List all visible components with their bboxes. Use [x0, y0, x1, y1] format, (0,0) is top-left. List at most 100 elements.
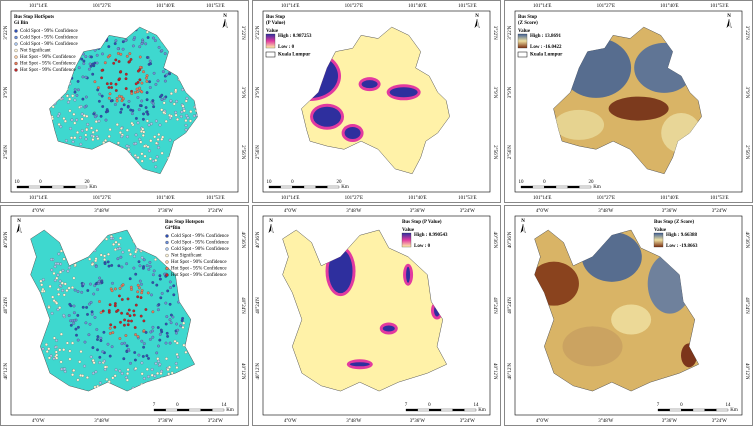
bus-stop-dot	[120, 342, 124, 346]
pvalue-area	[349, 362, 370, 367]
coord-label: 2°56'N	[256, 145, 261, 159]
bus-stop-dot	[134, 250, 138, 254]
bus-stop-dot	[117, 294, 121, 298]
bus-stop-dot	[67, 266, 71, 270]
coord-label: 3°48'W	[598, 209, 613, 214]
bus-stop-dot	[147, 123, 151, 127]
coord-label: 3°22'N	[240, 26, 245, 40]
coord-label: 40°12'N	[240, 363, 245, 380]
bus-stop-dot	[136, 156, 140, 159]
bus-stop-dot	[99, 336, 103, 340]
bus-stop-dot	[113, 42, 117, 45]
bus-stop-dot	[50, 258, 53, 261]
bus-stop-dot	[101, 105, 105, 108]
bus-stop-dot	[111, 331, 115, 334]
bus-stop-dot	[151, 329, 154, 333]
bus-stop-dot	[184, 123, 188, 127]
bus-stop-dot	[59, 125, 63, 129]
scale-label: 0	[543, 180, 546, 185]
bus-stop-dot	[154, 82, 158, 86]
north-arrow	[268, 224, 271, 233]
bus-stop-dot	[137, 353, 141, 357]
bus-stop-dot	[94, 257, 98, 261]
bus-stop-dot	[163, 96, 166, 100]
bus-stop-dot	[160, 49, 164, 52]
bus-stop-dot	[93, 80, 97, 84]
bus-stop-dot	[72, 276, 76, 280]
bus-stop-dot	[137, 286, 141, 290]
region	[301, 26, 450, 175]
bus-stop-dot	[93, 315, 97, 319]
bus-stop-dot	[166, 289, 170, 293]
bus-stop-dot	[124, 87, 128, 90]
scale-segment	[200, 408, 213, 412]
bus-stop-dot	[94, 265, 98, 268]
coord-label: 3°36'W	[410, 209, 425, 214]
bus-stop-dot	[124, 77, 128, 81]
bus-stop-dot	[149, 122, 153, 126]
bus-stop-dot	[138, 86, 141, 90]
scale-label: 7	[153, 403, 156, 408]
bus-stop-dot	[157, 133, 161, 136]
scale-label: Km	[226, 408, 234, 413]
bus-stop-dot	[56, 262, 60, 266]
bus-stop-dot	[158, 123, 162, 127]
bus-stop-dot	[120, 372, 124, 375]
bus-stop-dot	[107, 86, 111, 89]
coord-label: 40°24'N	[4, 297, 9, 314]
bus-stop-dot	[70, 136, 73, 140]
legend-swatch	[165, 234, 169, 238]
bus-stop-dot	[98, 300, 101, 303]
bus-stop-dot	[65, 341, 69, 345]
bus-stop-dot	[83, 340, 87, 344]
bus-stop-dot	[184, 128, 188, 132]
bus-stop-dot	[90, 263, 94, 266]
bus-stop-dot	[128, 314, 132, 318]
bus-stop-dot	[133, 351, 137, 354]
bus-stop-dot	[115, 99, 119, 103]
bus-stop-dot	[169, 313, 173, 317]
legend-title: Bus Stop (Z Score)	[654, 220, 694, 225]
bus-stop-dot	[59, 360, 63, 364]
bus-stop-dot	[134, 116, 138, 120]
north-arrow	[16, 224, 19, 233]
bus-stop-dot	[117, 264, 121, 268]
scale-segment	[28, 185, 41, 189]
bus-stop-dot	[175, 341, 179, 345]
bus-stop-dot	[61, 289, 64, 292]
bus-stop-dot	[96, 88, 100, 92]
bus-stop-dot	[99, 114, 103, 118]
bus-stop-dot	[63, 119, 67, 123]
coord-label: 101°53'E	[458, 196, 476, 201]
scale-segment	[63, 185, 76, 189]
legend-high: High : 9.66388	[666, 233, 697, 238]
bus-stop-dot	[153, 374, 157, 378]
coord-label: 3°36'W	[662, 209, 677, 214]
bus-stop-dot	[179, 115, 183, 118]
map-panel: 101°14'E 101°27'E 101°40'E 101°53'E 101°14'E…	[252, 0, 501, 203]
bus-stop-dot	[156, 326, 160, 329]
legend-swatch	[14, 68, 18, 72]
legend-swatch	[14, 35, 18, 40]
bus-stop-dot	[67, 286, 71, 290]
legend-boundary-label: Kuala Lumpur	[278, 53, 311, 58]
bus-stop-dot	[141, 133, 145, 137]
bus-stop-dot	[124, 375, 128, 379]
bus-stop-dot	[142, 329, 146, 333]
bus-stop-dot	[90, 126, 93, 130]
coord-label: 101°40'E	[156, 4, 174, 9]
bus-stop-dot	[60, 249, 63, 253]
coord-label: 40°36'N	[492, 232, 497, 249]
bus-stop-dot	[138, 45, 142, 49]
legend-title: Bus Stop	[518, 15, 537, 20]
bus-stop-dot	[104, 118, 108, 122]
bus-stop-dot	[48, 284, 52, 288]
bus-stop-dot	[101, 309, 105, 313]
legend-title: Bus Stop	[266, 15, 285, 20]
bus-stop-dot	[120, 298, 124, 301]
north-label: N	[17, 219, 21, 224]
bus-stop-dot	[120, 265, 124, 269]
coord-label: 101°27'E	[597, 196, 615, 201]
coord-label: 101°27'E	[345, 196, 363, 201]
bus-stop-dot	[73, 88, 77, 91]
